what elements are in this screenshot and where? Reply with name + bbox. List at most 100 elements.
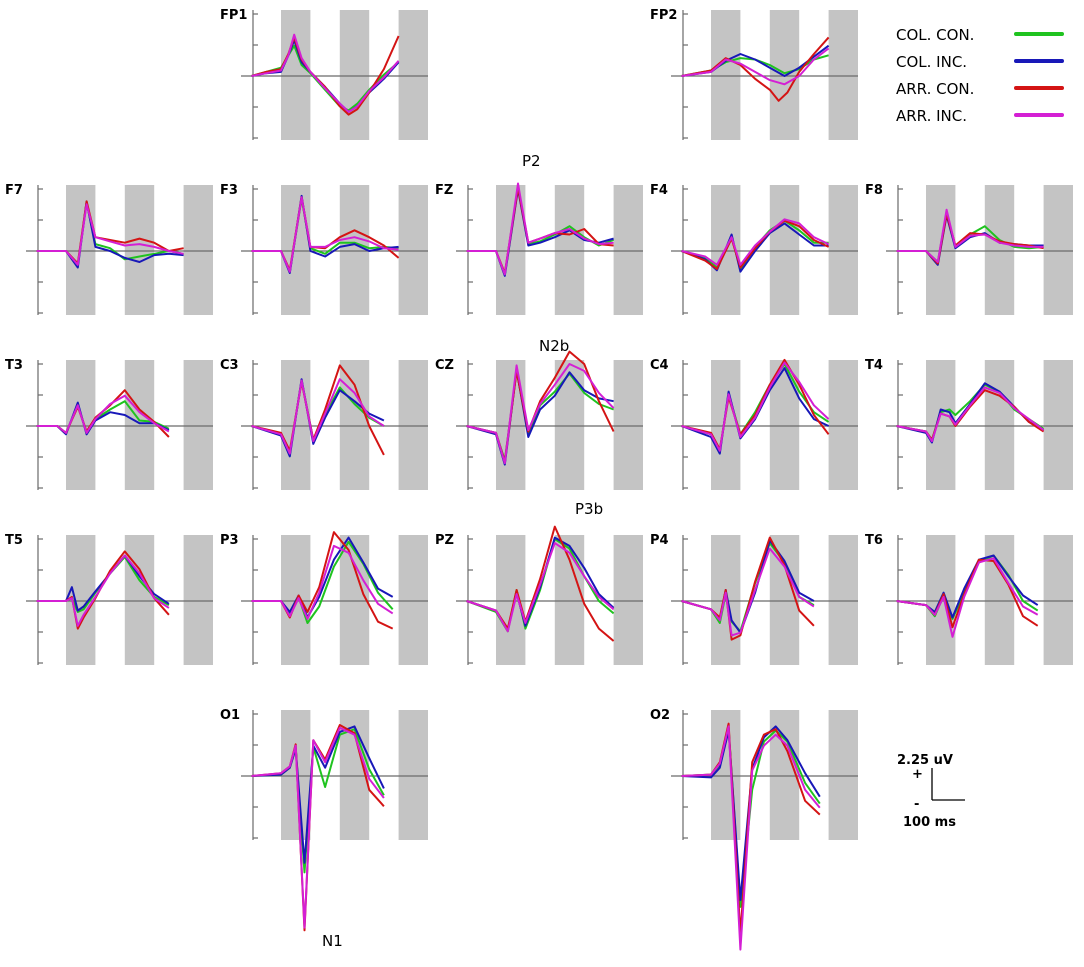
panel-fp1: FP1 <box>220 8 428 140</box>
shaded-band <box>339 185 370 315</box>
waveform-c4-arr-inc <box>681 361 830 452</box>
shaded-band <box>339 10 370 140</box>
electrode-label-pz: PZ <box>435 533 454 548</box>
scale-amplitude-label: 2.25 uV <box>897 753 953 768</box>
waveform-f8-col-inc <box>896 214 1044 266</box>
legend-label: COL. INC. <box>896 53 967 71</box>
panel-t3: T3 <box>5 358 213 490</box>
shaded-band <box>398 360 428 490</box>
shaded-band <box>828 710 858 840</box>
waveform-f3-col-con <box>251 197 399 273</box>
waveform-c4-arr-con <box>681 358 830 451</box>
waveform-t6-arr-con <box>896 558 1039 629</box>
panel-fz: FZ <box>435 182 643 315</box>
waveform-c3-arr-inc <box>251 378 385 455</box>
scale-minus-sign: - <box>914 797 919 812</box>
panels-layer: FP1 FP2 F7 F3 FZ F4 F8 T3 C3 CZ C4 T4 T5 P3 PZ P4 T6 O1 O2… <box>5 8 1073 951</box>
waveform-f3-arr-inc <box>251 196 399 273</box>
shaded-band <box>339 535 370 665</box>
electrode-label-f4: F4 <box>650 183 668 198</box>
waveform-fz-arr-con <box>466 186 614 274</box>
waveform-fz-col-con <box>466 186 614 276</box>
panel-c4: C4 <box>650 358 858 490</box>
waveform-f4-arr-inc <box>681 218 830 266</box>
electrode-label-t4: T4 <box>865 358 883 373</box>
shaded-band <box>984 185 1015 315</box>
shaded-band <box>613 185 643 315</box>
shaded-band <box>496 535 526 665</box>
shaded-band <box>183 360 213 490</box>
shaded-band <box>711 710 741 840</box>
shaded-band <box>828 535 858 665</box>
shaded-band <box>281 360 311 490</box>
shaded-band <box>711 10 741 140</box>
electrode-label-t3: T3 <box>5 358 23 373</box>
component-label-p2: P2 <box>522 152 541 170</box>
waveform-fp1-arr-con <box>251 35 400 116</box>
waveform-pz-arr-inc <box>466 542 615 633</box>
shaded-band <box>554 360 585 490</box>
electrode-label-fz: FZ <box>435 183 453 198</box>
panel-f7: F7 <box>5 183 213 315</box>
legend-entry: COL. CON. <box>896 26 1064 44</box>
waveform-fz-arr-inc <box>466 182 614 276</box>
electrode-label-p4: P4 <box>650 533 669 548</box>
waveform-o2-arr-inc <box>681 725 821 951</box>
shaded-band <box>124 360 155 490</box>
electrode-label-c3: C3 <box>220 358 239 373</box>
waveform-cz-arr-inc <box>466 363 615 465</box>
shaded-band <box>1043 535 1073 665</box>
waveform-t5-arr-inc <box>36 554 170 627</box>
electrode-label-o1: O1 <box>220 708 240 723</box>
panel-cz: CZ <box>435 350 643 490</box>
shaded-band <box>828 360 858 490</box>
waveform-p4-arr-inc <box>681 547 815 637</box>
panel-o1: O1 <box>220 708 428 932</box>
electrode-label-o2: O2 <box>650 708 670 723</box>
waveform-p4-arr-con <box>681 536 815 641</box>
waveform-p3-arr-inc <box>251 544 394 620</box>
waveform-o1-arr-inc <box>251 726 385 929</box>
electrode-label-fp2: FP2 <box>650 8 677 23</box>
shaded-band <box>281 710 311 840</box>
waveform-f7-col-inc <box>36 200 184 269</box>
shaded-band <box>711 360 741 490</box>
electrode-label-f8: F8 <box>865 183 883 198</box>
shaded-band <box>1043 185 1073 315</box>
legend-entry: COL. INC. <box>896 53 1064 71</box>
shaded-band <box>613 360 643 490</box>
shaded-band <box>339 360 370 490</box>
waveform-f8-arr-inc <box>896 208 1044 263</box>
panel-o2: O2 <box>650 708 858 951</box>
waveform-t3-arr-inc <box>36 394 170 434</box>
scale-bar: 2.25 uV + - 100 ms <box>897 753 965 830</box>
component-label-n2b: N2b <box>539 337 569 355</box>
waveform-fp2-arr-inc <box>681 47 830 86</box>
waveform-t4-arr-inc <box>896 386 1045 443</box>
shaded-band <box>124 535 155 665</box>
shaded-band <box>554 535 585 665</box>
shaded-band <box>1043 360 1073 490</box>
panel-fp2: FP2 <box>650 8 858 140</box>
component-label-n1: N1 <box>322 932 343 950</box>
electrode-label-c4: C4 <box>650 358 669 373</box>
scale-time-label: 100 ms <box>903 815 956 830</box>
component-label-p3b: P3b <box>575 500 603 518</box>
shaded-band <box>398 10 428 140</box>
waveform-fp1-col-con <box>251 44 400 112</box>
waveform-f8-arr-con <box>896 212 1044 265</box>
shaded-band <box>613 535 643 665</box>
legend-entry: ARR. INC. <box>896 107 1064 125</box>
shaded-band <box>398 710 428 840</box>
electrode-label-f3: F3 <box>220 183 238 198</box>
waveform-f3-col-inc <box>251 194 399 274</box>
panel-t6: T6 <box>865 533 1073 665</box>
panel-f4: F4 <box>650 183 858 315</box>
waveform-t6-col-inc <box>896 554 1039 619</box>
waveform-f4-arr-con <box>681 219 830 270</box>
shaded-band <box>926 360 956 490</box>
electrode-label-f7: F7 <box>5 183 23 198</box>
panel-f8: F8 <box>865 183 1073 315</box>
electrode-label-cz: CZ <box>435 358 454 373</box>
